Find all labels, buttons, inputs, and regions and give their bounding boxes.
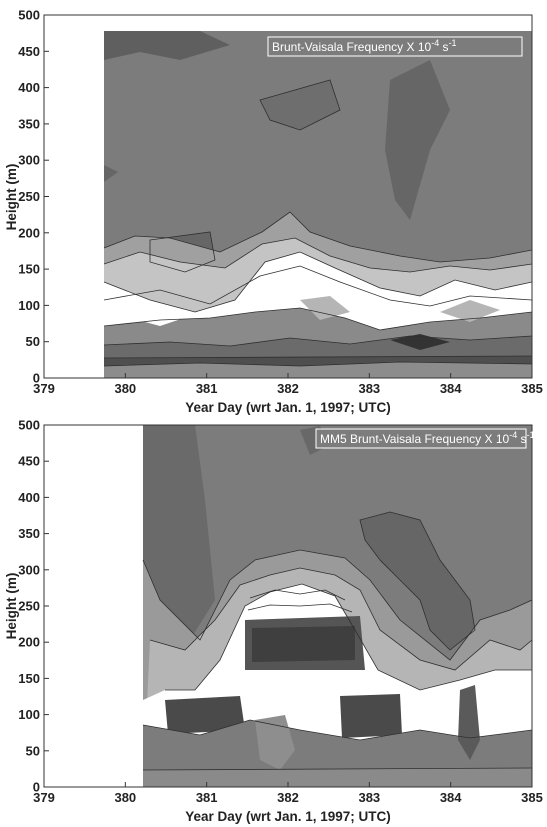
- top-x-tick-label: 384: [440, 381, 462, 396]
- bottom-y-tick-label: 300: [18, 562, 40, 577]
- top-y-tick-label: 250: [18, 189, 40, 204]
- top-x-tick-label: 380: [114, 381, 136, 396]
- bottom-y-tick-label: 450: [18, 454, 40, 469]
- bottom-y-tick-label: 0: [33, 780, 40, 795]
- top-y-tick-label: 400: [18, 80, 40, 95]
- bottom-y-tick-label: 250: [18, 599, 40, 614]
- top-y-tick-label: 200: [18, 225, 40, 240]
- bottom-y-tick-labels: 0 50 100 150 200 250 300 350 400 450 500: [18, 418, 49, 795]
- top-y-tick-label: 0: [33, 371, 40, 386]
- top-y-tick-label: 100: [18, 298, 40, 313]
- bottom-x-tick-label: 379: [33, 790, 55, 805]
- top-y-tick-labels: 0 50 100 150 200 250 300 350 400 450 500: [18, 8, 49, 386]
- top-contour-field: [103, 31, 532, 378]
- bottom-x-tick-label: 384: [440, 790, 462, 805]
- bottom-title-box: [315, 428, 527, 449]
- top-y-tick-label: 150: [18, 262, 40, 277]
- bottom-x-tick-label: 381: [196, 790, 218, 805]
- bottom-x-tick-label: 382: [277, 790, 299, 805]
- bottom-contour-field: [142, 425, 532, 787]
- top-y-tick-label: 300: [18, 153, 40, 168]
- bottom-x-tick-label: 385: [521, 790, 543, 805]
- top-y-tick-label: 500: [18, 8, 40, 23]
- bottom-y-tick-label: 150: [18, 671, 40, 686]
- bottom-x-tick-labels: 379 380 381 382 383 384 385: [33, 782, 543, 805]
- bottom-x-tick-label: 383: [358, 790, 380, 805]
- bottom-y-tick-label: 500: [18, 418, 40, 433]
- bottom-y-axis-label: Height (m): [4, 573, 19, 640]
- top-y-axis-label: Height (m): [4, 164, 19, 231]
- top-contour-panel: Brunt-Vaisala Frequency X 10-4 s-1 0 50 10…: [4, 8, 543, 416]
- bottom-y-tick-label: 350: [18, 526, 40, 541]
- bottom-contour-panel: MM5 Brunt-Vaisala Frequency X 10-4 s-1 0…: [4, 418, 543, 825]
- top-chart-title: Brunt-Vaisala Frequency X 10-4 s-1: [272, 38, 457, 54]
- top-x-axis-label: Year Day (wrt Jan. 1, 1997; UTC): [185, 400, 391, 415]
- top-x-tick-label: 385: [521, 381, 543, 396]
- top-x-tick-label: 383: [358, 381, 380, 396]
- bottom-y-tick-label: 50: [26, 743, 40, 758]
- top-x-tick-label: 379: [33, 381, 55, 396]
- top-y-tick-label: 450: [18, 44, 40, 59]
- top-y-tick-label: 50: [26, 334, 40, 349]
- bottom-chart-title: MM5 Brunt-Vaisala Frequency X 10-4 s-1: [320, 430, 535, 446]
- top-title-box: [267, 36, 523, 57]
- bottom-y-tick-label: 100: [18, 707, 40, 722]
- top-x-tick-labels: 379 380 381 382 383 384 385: [33, 373, 543, 396]
- top-y-tick-label: 350: [18, 116, 40, 131]
- bottom-x-axis-label: Year Day (wrt Jan. 1, 1997; UTC): [185, 809, 391, 824]
- top-x-tick-label: 382: [277, 381, 299, 396]
- bottom-x-tick-label: 380: [114, 790, 136, 805]
- bottom-y-tick-label: 400: [18, 490, 40, 505]
- bottom-y-tick-label: 200: [18, 635, 40, 650]
- top-x-tick-label: 381: [196, 381, 218, 396]
